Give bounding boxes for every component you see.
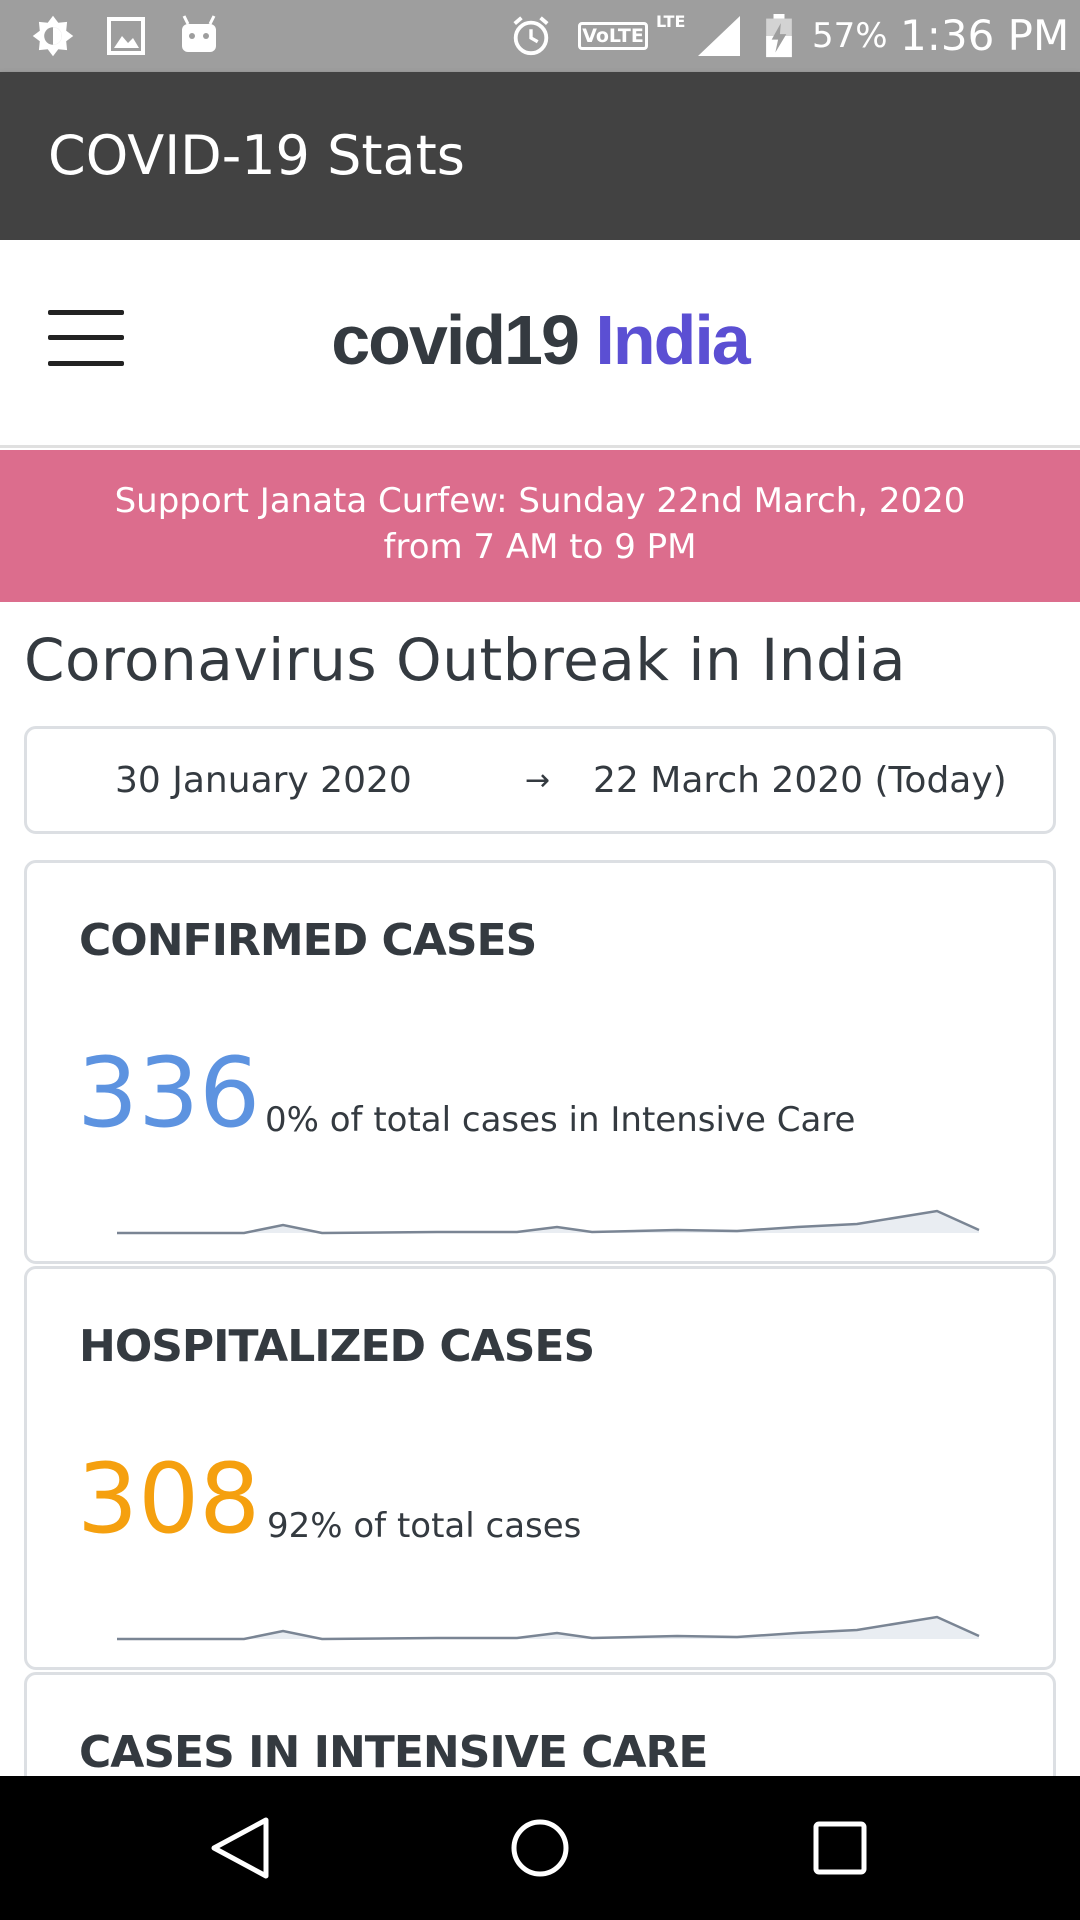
hospitalized-cases-card: HOSPITALIZED CASES 308 92% of total case…: [24, 1266, 1056, 1670]
brand-text-india: India: [595, 301, 750, 379]
banner-line-1: Support Janata Curfew: Sunday 22nd March…: [114, 481, 966, 521]
site-navbar: covid19 India: [0, 240, 1080, 448]
recents-icon[interactable]: [800, 1812, 880, 1884]
app-bar: COVID-19 Stats: [0, 72, 1080, 240]
system-navigation-bar: [0, 1776, 1080, 1920]
signal-icon: [698, 16, 740, 56]
banner-line-2: from 7 AM to 9 PM: [383, 527, 697, 567]
confirmed-cases-value: 336: [77, 1037, 261, 1149]
date-range-arrow-icon: →: [525, 763, 551, 798]
date-range-end[interactable]: 22 March 2020 (Today): [593, 760, 1007, 801]
brand-text-covid19: covid19: [331, 301, 580, 379]
gallery-icon: [107, 17, 145, 55]
network-type-label: LTE: [656, 12, 686, 31]
date-range-picker[interactable]: 30 January 2020 → 22 March 2020 (Today): [24, 726, 1056, 834]
status-time: 1:36 PM: [900, 11, 1070, 60]
confirmed-cases-sparkline: [117, 1209, 980, 1235]
volte-badge: VoLTE: [578, 22, 648, 50]
curfew-banner: Support Janata Curfew: Sunday 22nd March…: [0, 450, 1080, 602]
battery-percentage: 57%: [812, 16, 888, 56]
home-icon[interactable]: [500, 1812, 580, 1884]
app-title: COVID-19 Stats: [48, 124, 465, 187]
battery-charging-icon: [766, 14, 792, 58]
back-icon[interactable]: [200, 1812, 280, 1884]
hospitalized-cases-title: HOSPITALIZED CASES: [79, 1321, 595, 1372]
alarm-icon: [513, 16, 549, 56]
date-range-start[interactable]: 30 January 2020: [115, 760, 412, 801]
android-icon: [182, 15, 216, 52]
hamburger-menu-icon[interactable]: [48, 310, 124, 366]
hospitalized-cases-value: 308: [77, 1443, 261, 1555]
icu-cases-title: CASES IN INTENSIVE CARE: [79, 1727, 708, 1778]
confirmed-cases-title: CONFIRMED CASES: [79, 915, 537, 966]
status-bar: VoLTE LTE 57% 1:36 PM: [0, 0, 1080, 72]
confirmed-cases-description: 0% of total cases in Intensive Care: [265, 1100, 856, 1140]
brightness-icon: [32, 15, 74, 57]
confirmed-cases-card: CONFIRMED CASES 336 0% of total cases in…: [24, 860, 1056, 1264]
hospitalized-cases-sparkline: [117, 1615, 980, 1641]
site-brand-logo[interactable]: covid19 India: [0, 300, 1080, 380]
hospitalized-cases-description: 92% of total cases: [267, 1506, 582, 1546]
page-title: Coronavirus Outbreak in India: [24, 626, 906, 694]
